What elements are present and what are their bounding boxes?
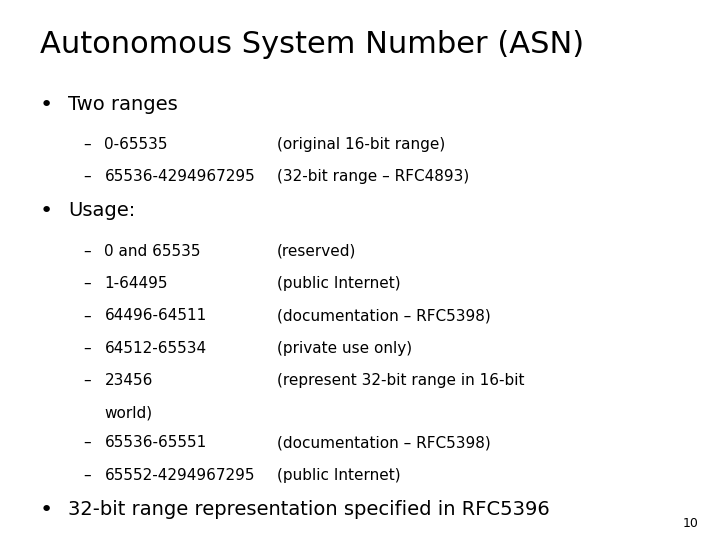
Text: 64496-64511: 64496-64511: [104, 308, 207, 323]
Text: •: •: [40, 201, 53, 221]
Text: 65552-4294967295: 65552-4294967295: [104, 468, 255, 483]
Text: 10: 10: [683, 517, 698, 530]
Text: (documentation – RFC5398): (documentation – RFC5398): [277, 435, 491, 450]
Text: 0-65535: 0-65535: [104, 137, 168, 152]
Text: 0 and 65535: 0 and 65535: [104, 244, 201, 259]
Text: 65536-4294967295: 65536-4294967295: [104, 169, 255, 184]
Text: (documentation – RFC5398): (documentation – RFC5398): [277, 308, 491, 323]
Text: 64512-65534: 64512-65534: [104, 341, 207, 356]
Text: –: –: [83, 169, 91, 184]
Text: Autonomous System Number (ASN): Autonomous System Number (ASN): [40, 30, 584, 59]
Text: –: –: [83, 468, 91, 483]
Text: 23456: 23456: [104, 373, 153, 388]
Text: (reserved): (reserved): [277, 244, 356, 259]
Text: (public Internet): (public Internet): [277, 468, 401, 483]
Text: •: •: [40, 500, 53, 520]
Text: –: –: [83, 341, 91, 356]
Text: –: –: [83, 308, 91, 323]
Text: –: –: [83, 137, 91, 152]
Text: (private use only): (private use only): [277, 341, 413, 356]
Text: –: –: [83, 435, 91, 450]
Text: 65536-65551: 65536-65551: [104, 435, 207, 450]
Text: (represent 32-bit range in 16-bit: (represent 32-bit range in 16-bit: [277, 373, 525, 388]
Text: 1-64495: 1-64495: [104, 276, 168, 291]
Text: •: •: [40, 94, 53, 114]
Text: –: –: [83, 244, 91, 259]
Text: (32-bit range – RFC4893): (32-bit range – RFC4893): [277, 169, 469, 184]
Text: Two ranges: Two ranges: [68, 94, 178, 113]
Text: –: –: [83, 373, 91, 388]
Text: –: –: [83, 276, 91, 291]
Text: (original 16-bit range): (original 16-bit range): [277, 137, 446, 152]
Text: (public Internet): (public Internet): [277, 276, 401, 291]
Text: Usage:: Usage:: [68, 201, 135, 220]
Text: 32-bit range representation specified in RFC5396: 32-bit range representation specified in…: [68, 500, 550, 519]
Text: world): world): [104, 406, 153, 421]
